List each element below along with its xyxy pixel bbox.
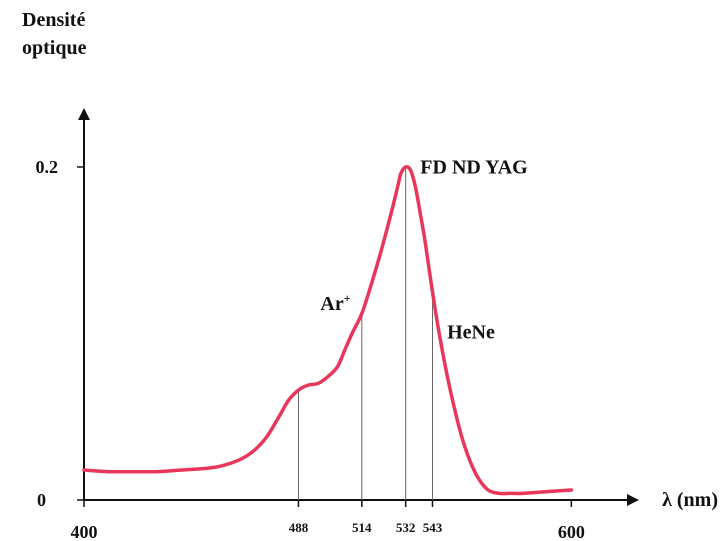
y-axis-title-line-1: Densité [22,9,86,31]
annotation-text-1: FD ND YAG [420,157,528,179]
series-line-0 [82,165,574,496]
annotation-text-2: HeNe [447,321,495,343]
annotation-text-0: Ar [320,293,343,315]
y-tick-label-0.2: 0.2 [36,157,59,177]
absorption-curve [82,165,574,496]
axes: 400 600 488 514 532 543 0 0.2 λ (nm) [36,108,718,541]
x-axis-arrow [627,494,639,506]
annotation-2: HeNe [447,321,495,343]
y-axis-arrow [78,108,90,120]
x-tick-label-488: 488 [289,520,309,535]
x-tick-label-543: 543 [423,520,443,535]
marker-lines [297,166,433,500]
chart-labels: Ar+ FD ND YAG HeNe [320,157,528,344]
y-axis-title-line-2: optique [22,37,87,59]
annotation-1: FD ND YAG [420,157,528,179]
annotation-sup-0: + [344,291,351,305]
x-axis-title: λ (nm) [662,489,718,511]
y-tick-label-0: 0 [37,490,46,510]
x-tick-label-532: 532 [396,520,416,535]
x-tick-label-400: 400 [71,522,98,541]
x-tick-label-600: 600 [558,522,585,541]
annotation-0: Ar+ [320,291,350,315]
x-tick-label-514: 514 [352,520,372,535]
